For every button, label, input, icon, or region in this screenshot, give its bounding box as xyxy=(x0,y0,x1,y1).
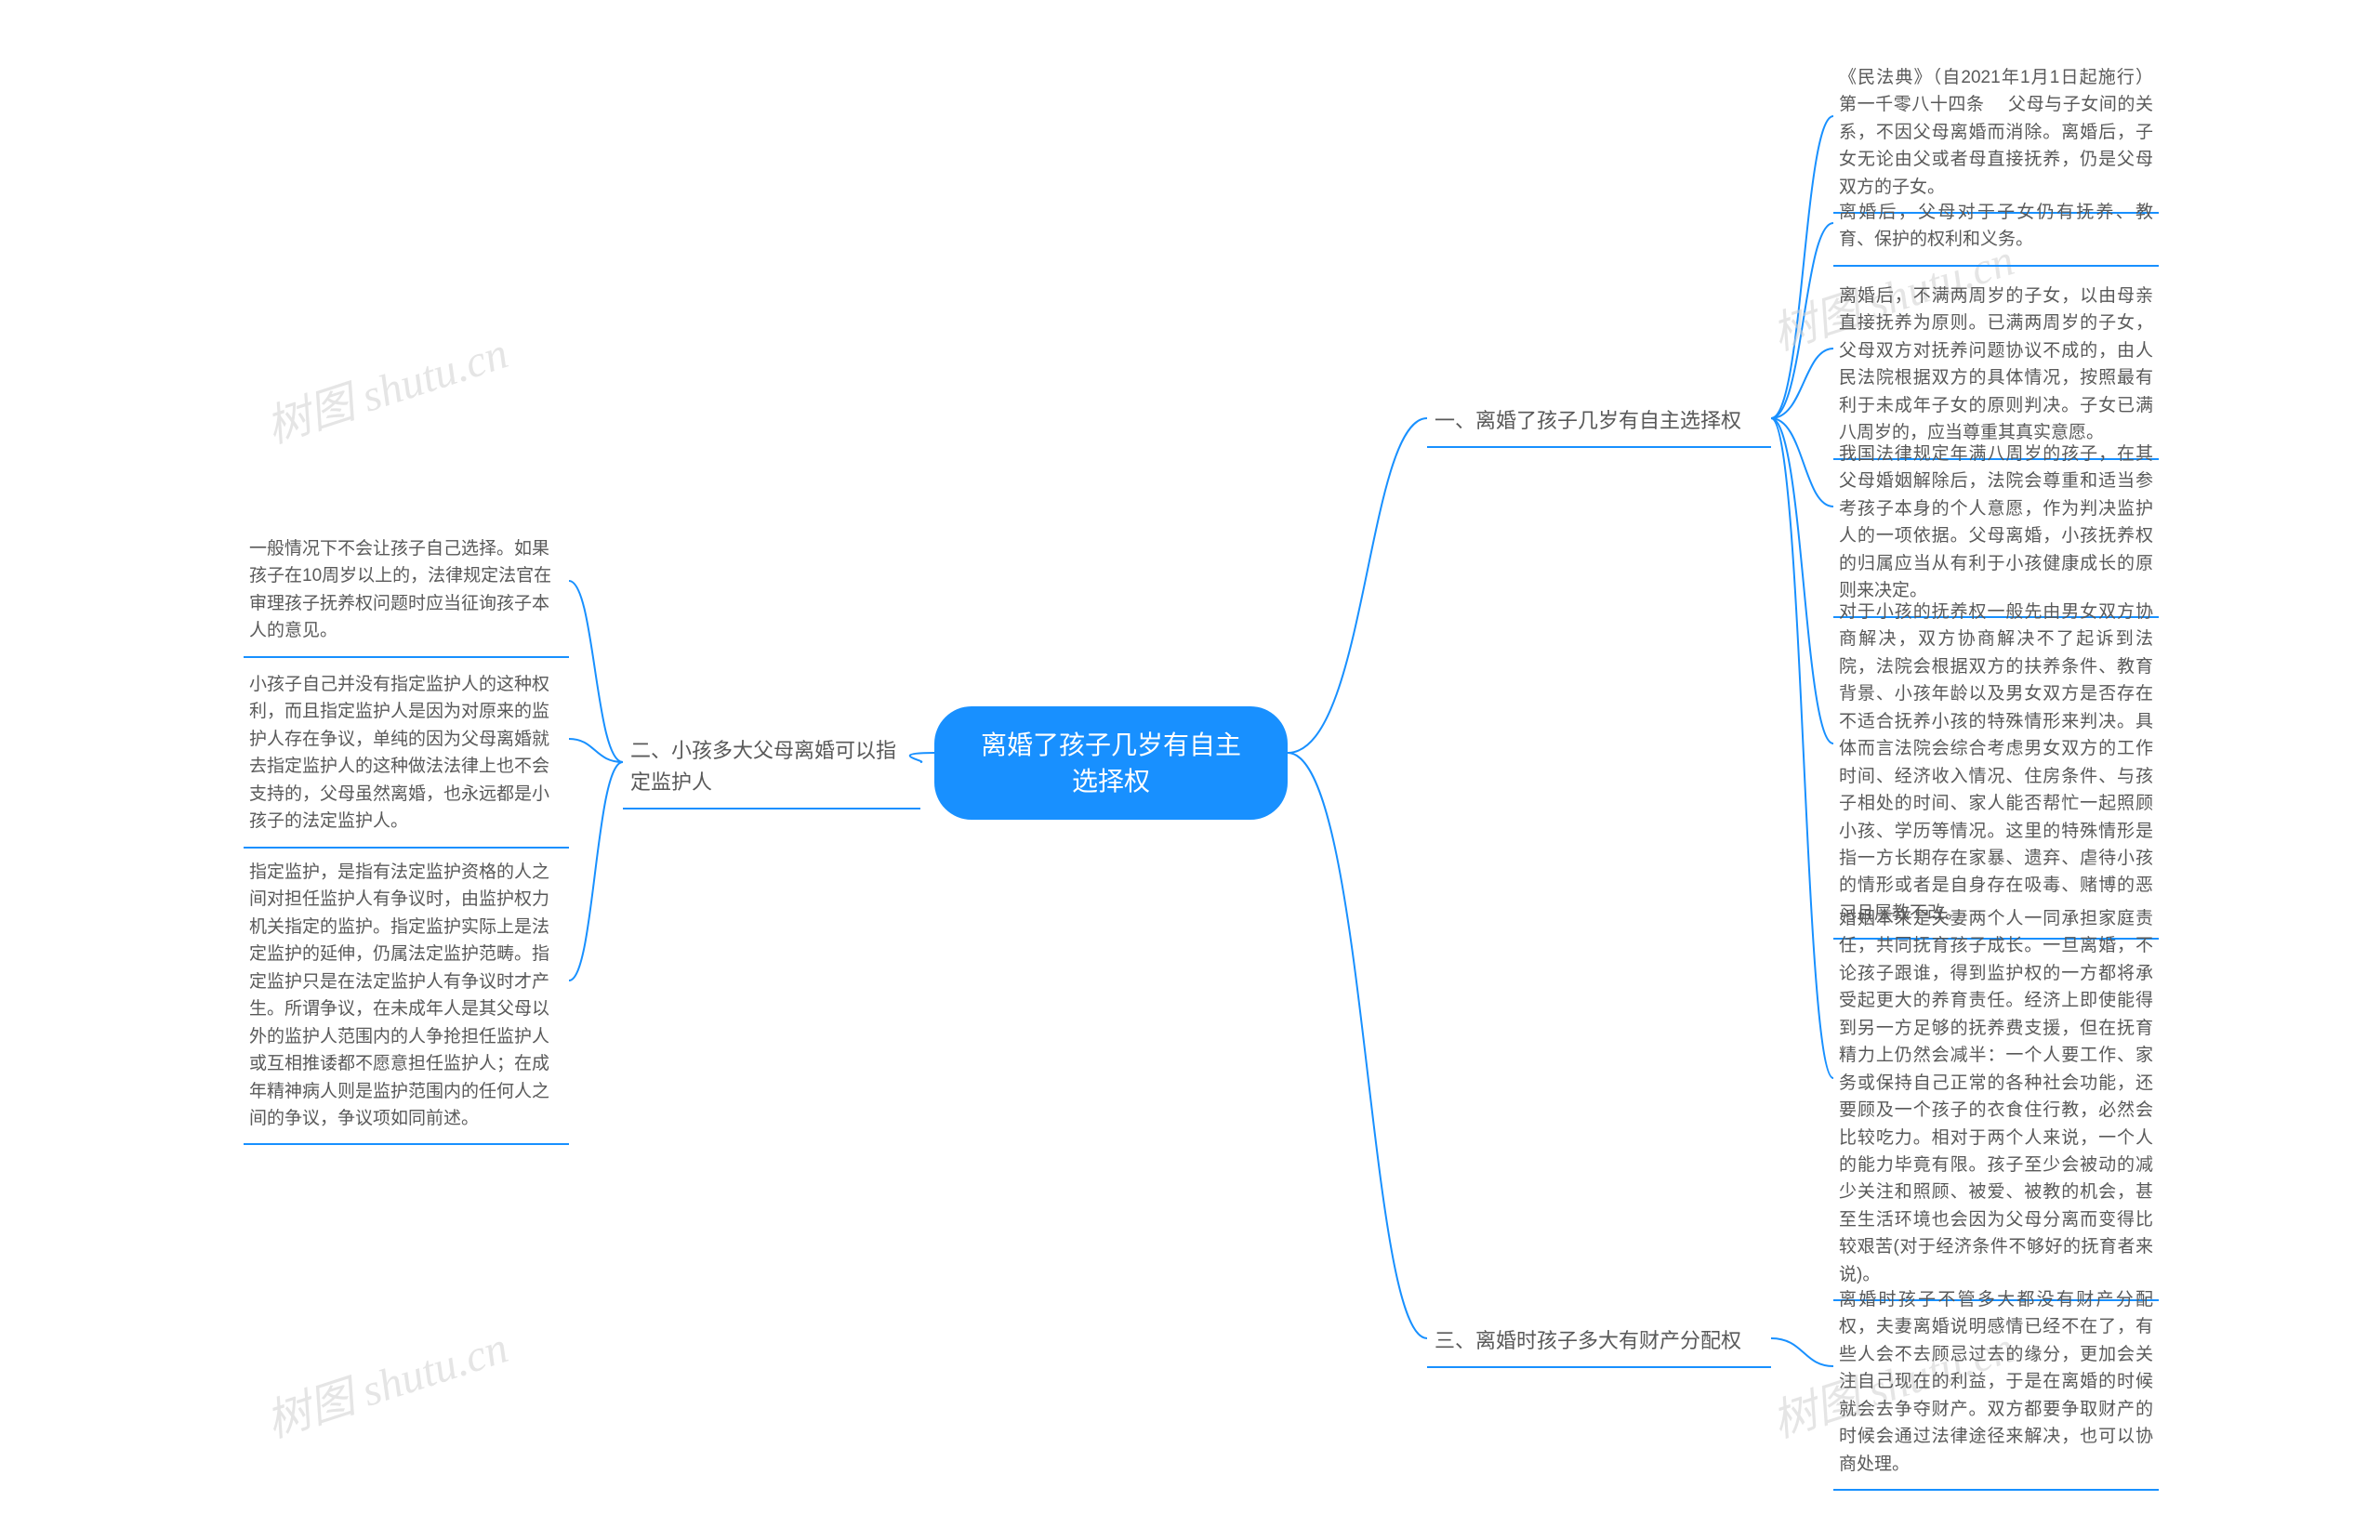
leaf-node[interactable]: 我国法律规定年满八周岁的孩子，在其父母婚姻解除后，法院会尊重和适当参考孩子本身的… xyxy=(1833,437,2159,618)
branch-node-3[interactable]: 三、离婚时孩子多大有财产分配权 xyxy=(1427,1320,1771,1368)
leaf-node[interactable]: 对于小孩的抚养权一般先由男女双方协商解决，双方协商解决不了起诉到法院，法院会根据… xyxy=(1833,595,2159,940)
leaf-node[interactable]: 离婚后，不满两周岁的子女，以由母亲直接抚养为原则。已满两周岁的子女，父母双方对抚… xyxy=(1833,279,2159,460)
leaf-node[interactable]: 婚姻本来是夫妻两个人一同承担家庭责任，共同抚育孩子成长。一旦离婚，不论孩子跟谁，… xyxy=(1833,902,2159,1301)
leaf-node[interactable]: 小孩子自己并没有指定监护人的这种权利，而且指定监护人是因为对原来的监护人存在争议… xyxy=(244,667,569,849)
mindmap-canvas: 树图 shutu.cn 树图 shutu.cn 树图 shutu.cn 树图 s… xyxy=(0,0,2380,1540)
leaf-node[interactable]: 一般情况下不会让孩子自己选择。如果孩子在10周岁以上的，法律规定法官在审理孩子抚… xyxy=(244,532,569,658)
leaf-node[interactable]: 指定监护，是指有法定监护资格的人之间对担任监护人有争议时，由监护权力机关指定的监… xyxy=(244,855,569,1145)
watermark: 树图 shutu.cn xyxy=(257,316,515,455)
branch-node-1[interactable]: 一、离婚了孩子几岁有自主选择权 xyxy=(1427,400,1771,448)
branch-node-2[interactable]: 二、小孩多大父母离婚可以指定监护人 xyxy=(623,730,920,809)
watermark: 树图 shutu.cn xyxy=(257,1310,515,1450)
leaf-node[interactable]: 离婚时孩子不管多大都没有财产分配权，夫妻离婚说明感情已经不在了，有些人会不去顾忌… xyxy=(1833,1283,2159,1491)
center-node[interactable]: 离婚了孩子几岁有自主选择权 xyxy=(934,706,1288,820)
leaf-node[interactable]: 离婚后，父母对于子女仍有抚养、教育、保护的权利和义务。 xyxy=(1833,195,2159,267)
leaf-node[interactable]: 《民法典》（自2021年1月1日起施行）第一千零八十四条 父母与子女间的关系，不… xyxy=(1833,60,2159,214)
